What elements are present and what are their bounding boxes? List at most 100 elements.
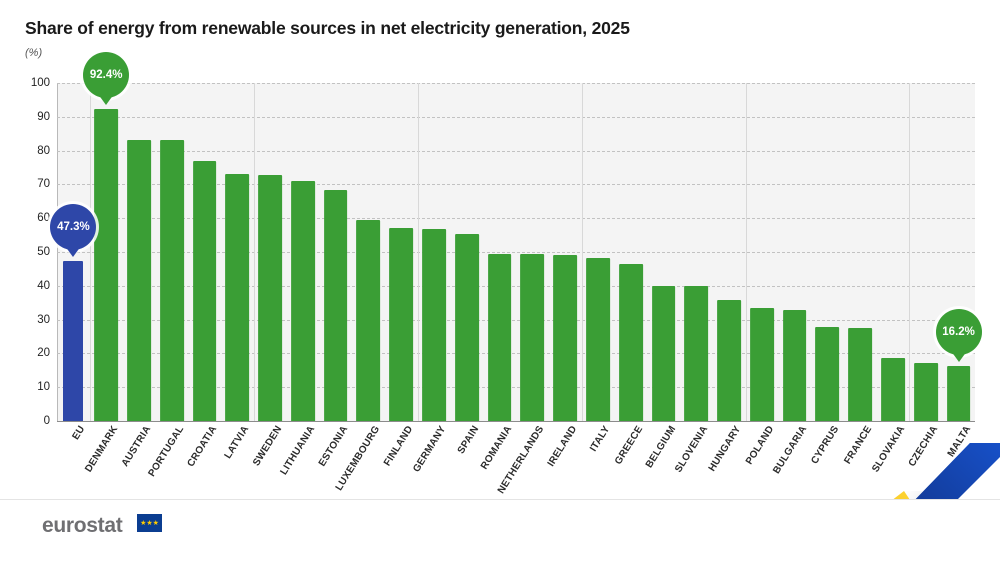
bar[interactable] [63,261,84,421]
gridline [57,353,975,355]
y-tick-label: 70 [37,178,50,191]
bar-slot[interactable] [188,83,221,421]
bar[interactable] [487,253,512,421]
bar[interactable] [651,285,676,421]
bar-slot[interactable] [811,83,844,421]
bar-slot[interactable] [254,83,287,421]
bar-slot[interactable] [647,83,680,421]
y-tick-label: 20 [37,347,50,360]
bar-slot[interactable] [746,83,779,421]
page-title: Share of energy from renewable sources i… [25,18,630,38]
bar[interactable] [225,174,250,421]
y-tick-label: 40 [37,279,50,292]
bar[interactable] [159,140,184,421]
bar[interactable] [750,308,774,421]
x-tick-label: SLOVENIA [673,424,711,475]
bar-slot[interactable] [319,83,352,421]
bar-slot[interactable] [713,83,746,421]
bar-slot[interactable] [582,83,615,421]
x-tick-label: EU [70,424,88,442]
x-tick-label: BULGARIA [770,424,810,476]
x-tick-label: SWEDEN [251,424,285,469]
value-badge: 16.2% [935,309,982,356]
x-tick-label: HUNGARY [706,424,744,474]
bar-slot[interactable]: 16.2% [935,83,982,421]
x-tick-label: GERMANY [411,424,449,475]
bar-slot[interactable] [483,83,516,421]
bar-slot[interactable] [614,83,647,421]
x-tick-label: SPAIN [455,424,482,456]
bar[interactable] [586,258,610,421]
bar-slot[interactable] [418,83,451,421]
bar[interactable] [782,310,807,421]
x-tick-label: LITHUANIA [278,424,318,478]
bar-slot[interactable] [877,83,910,421]
vertical-gridline [909,83,911,421]
bar-slot[interactable]: 92.4% [83,51,130,421]
gridline [57,83,975,84]
bar[interactable] [946,366,971,421]
bar[interactable] [815,326,840,421]
bar-slot[interactable] [123,83,156,421]
bar-slot[interactable] [909,83,942,421]
bar[interactable] [291,181,315,421]
bar[interactable] [520,254,545,421]
bar-slot[interactable] [549,83,582,421]
bar-slot[interactable] [680,83,713,421]
bar[interactable] [848,328,873,421]
x-tick-label: IRELAND [545,424,580,469]
x-tick-label: GREECE [612,424,646,467]
y-tick-label: 0 [43,415,50,427]
x-tick-label: FINLAND [382,424,416,469]
bar-slot[interactable] [352,83,385,421]
bar[interactable] [192,161,217,421]
bar[interactable] [454,234,479,421]
bar-slot[interactable] [221,83,254,421]
eu-flag-icon: ★★★ [137,514,162,532]
gridline [57,150,975,152]
bar[interactable] [94,108,119,421]
bar-slot[interactable] [385,83,418,421]
bar[interactable] [422,229,446,421]
vertical-gridline [581,83,583,421]
bar[interactable] [258,175,282,421]
eurostat-logo: eurostat [42,514,123,537]
gridline [57,116,975,118]
x-tick-label: BELGIUM [643,424,678,471]
bar[interactable] [323,190,348,421]
value-badge: 47.3% [50,204,97,251]
bar[interactable] [127,139,151,421]
axis-unit-label: (%) [25,47,43,59]
bar[interactable] [618,264,643,421]
bar[interactable] [356,219,381,421]
bar[interactable] [717,299,741,421]
x-tick-label: PORTUGAL [146,424,187,479]
y-tick-label: 100 [30,77,50,89]
bar-slot[interactable] [516,83,549,421]
bar[interactable] [684,286,709,421]
bar-slot[interactable] [155,83,188,421]
y-tick-label: 60 [37,212,50,225]
bar[interactable] [881,358,905,421]
bar-series: 47.3% 92.4% 16.2% [50,51,982,421]
value-badge: 92.4% [83,51,130,98]
gridline [57,184,975,186]
bar-slot[interactable] [287,83,320,421]
y-tick-label: 50 [37,246,50,258]
bar-slot[interactable] [778,83,811,421]
bar-slot[interactable] [450,83,483,421]
gridline [57,387,975,389]
y-tick-label: 80 [37,144,50,157]
bar[interactable] [913,363,938,421]
x-tick-label: ESTONIA [316,424,351,469]
gridline [57,421,975,422]
x-tick-label: LATVIA [222,424,252,461]
bar[interactable] [389,228,414,421]
bar-slot[interactable] [844,83,877,421]
eu-flag-stars: ★★★ [140,520,159,527]
vertical-gridline [253,83,255,421]
bar[interactable] [553,255,578,421]
x-tick-label: ROMANIA [478,424,514,472]
bar-slot[interactable]: 47.3% [50,83,97,421]
